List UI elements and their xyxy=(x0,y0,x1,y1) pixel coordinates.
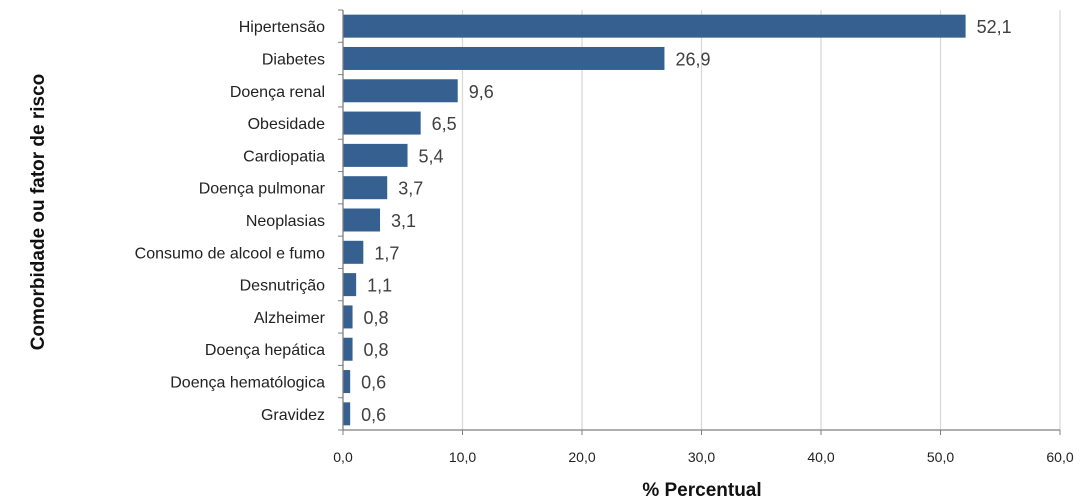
bar xyxy=(343,143,408,167)
category-label: Neoplasias xyxy=(246,213,325,230)
bar xyxy=(343,111,421,135)
category-label: Desnutrição xyxy=(240,278,325,295)
x-tick-label: 40,0 xyxy=(807,449,834,465)
x-tick-label: 30,0 xyxy=(688,449,715,465)
bar xyxy=(343,208,381,232)
value-label: 3,7 xyxy=(398,179,423,199)
x-tick-label: 20,0 xyxy=(568,449,595,465)
x-axis-title: % Percentual xyxy=(642,480,761,501)
y-axis-title: Comorbidade ou fator de risco xyxy=(28,74,49,351)
value-label: 26,9 xyxy=(675,49,710,69)
value-label: 9,6 xyxy=(469,82,494,102)
value-label: 0,8 xyxy=(364,308,389,328)
x-tick-label: 0,0 xyxy=(333,449,353,465)
bar xyxy=(343,273,357,297)
bar xyxy=(343,240,364,264)
bar-layer xyxy=(343,14,966,426)
category-label: Consumo de alcool e fumo xyxy=(135,245,325,262)
value-label: 0,6 xyxy=(361,373,386,393)
bar xyxy=(343,79,458,103)
grid-layer xyxy=(461,10,1061,430)
category-label: Hipertensão xyxy=(239,19,325,36)
category-label: Obesidade xyxy=(248,116,325,133)
bar xyxy=(343,46,665,70)
category-label: Alzheimer xyxy=(254,310,326,327)
bar xyxy=(343,176,388,200)
category-label: Diabetes xyxy=(262,51,325,68)
bar xyxy=(343,370,351,394)
axis-layer xyxy=(338,9,1061,435)
category-label: Doença hematólogica xyxy=(170,375,325,392)
value-label: 6,5 xyxy=(432,114,457,134)
x-tick-label: 10,0 xyxy=(449,449,476,465)
value-label: 5,4 xyxy=(419,146,444,166)
x-tick-label: 50,0 xyxy=(927,449,954,465)
x-tick-label: 60,0 xyxy=(1046,449,1073,465)
value-label: 0,8 xyxy=(364,340,389,360)
value-label: 52,1 xyxy=(977,17,1012,37)
value-label: 1,7 xyxy=(374,243,399,263)
label-layer: 0,0 10,0 20,0 30,0 40,0 50,0 60,0 Hipertensão 52… xyxy=(135,17,1074,465)
bar xyxy=(343,402,351,426)
bar xyxy=(343,337,353,361)
value-label: 3,1 xyxy=(391,211,416,231)
value-label: 1,1 xyxy=(367,276,392,296)
category-label: Doença hepática xyxy=(205,342,325,359)
bar xyxy=(343,305,353,329)
category-label: Doença pulmonar xyxy=(199,181,326,198)
category-label: Cardiopatia xyxy=(243,148,325,165)
category-label: Gravidez xyxy=(261,407,325,424)
category-label: Doença renal xyxy=(230,84,325,101)
bar xyxy=(343,14,966,38)
value-label: 0,6 xyxy=(361,405,386,425)
